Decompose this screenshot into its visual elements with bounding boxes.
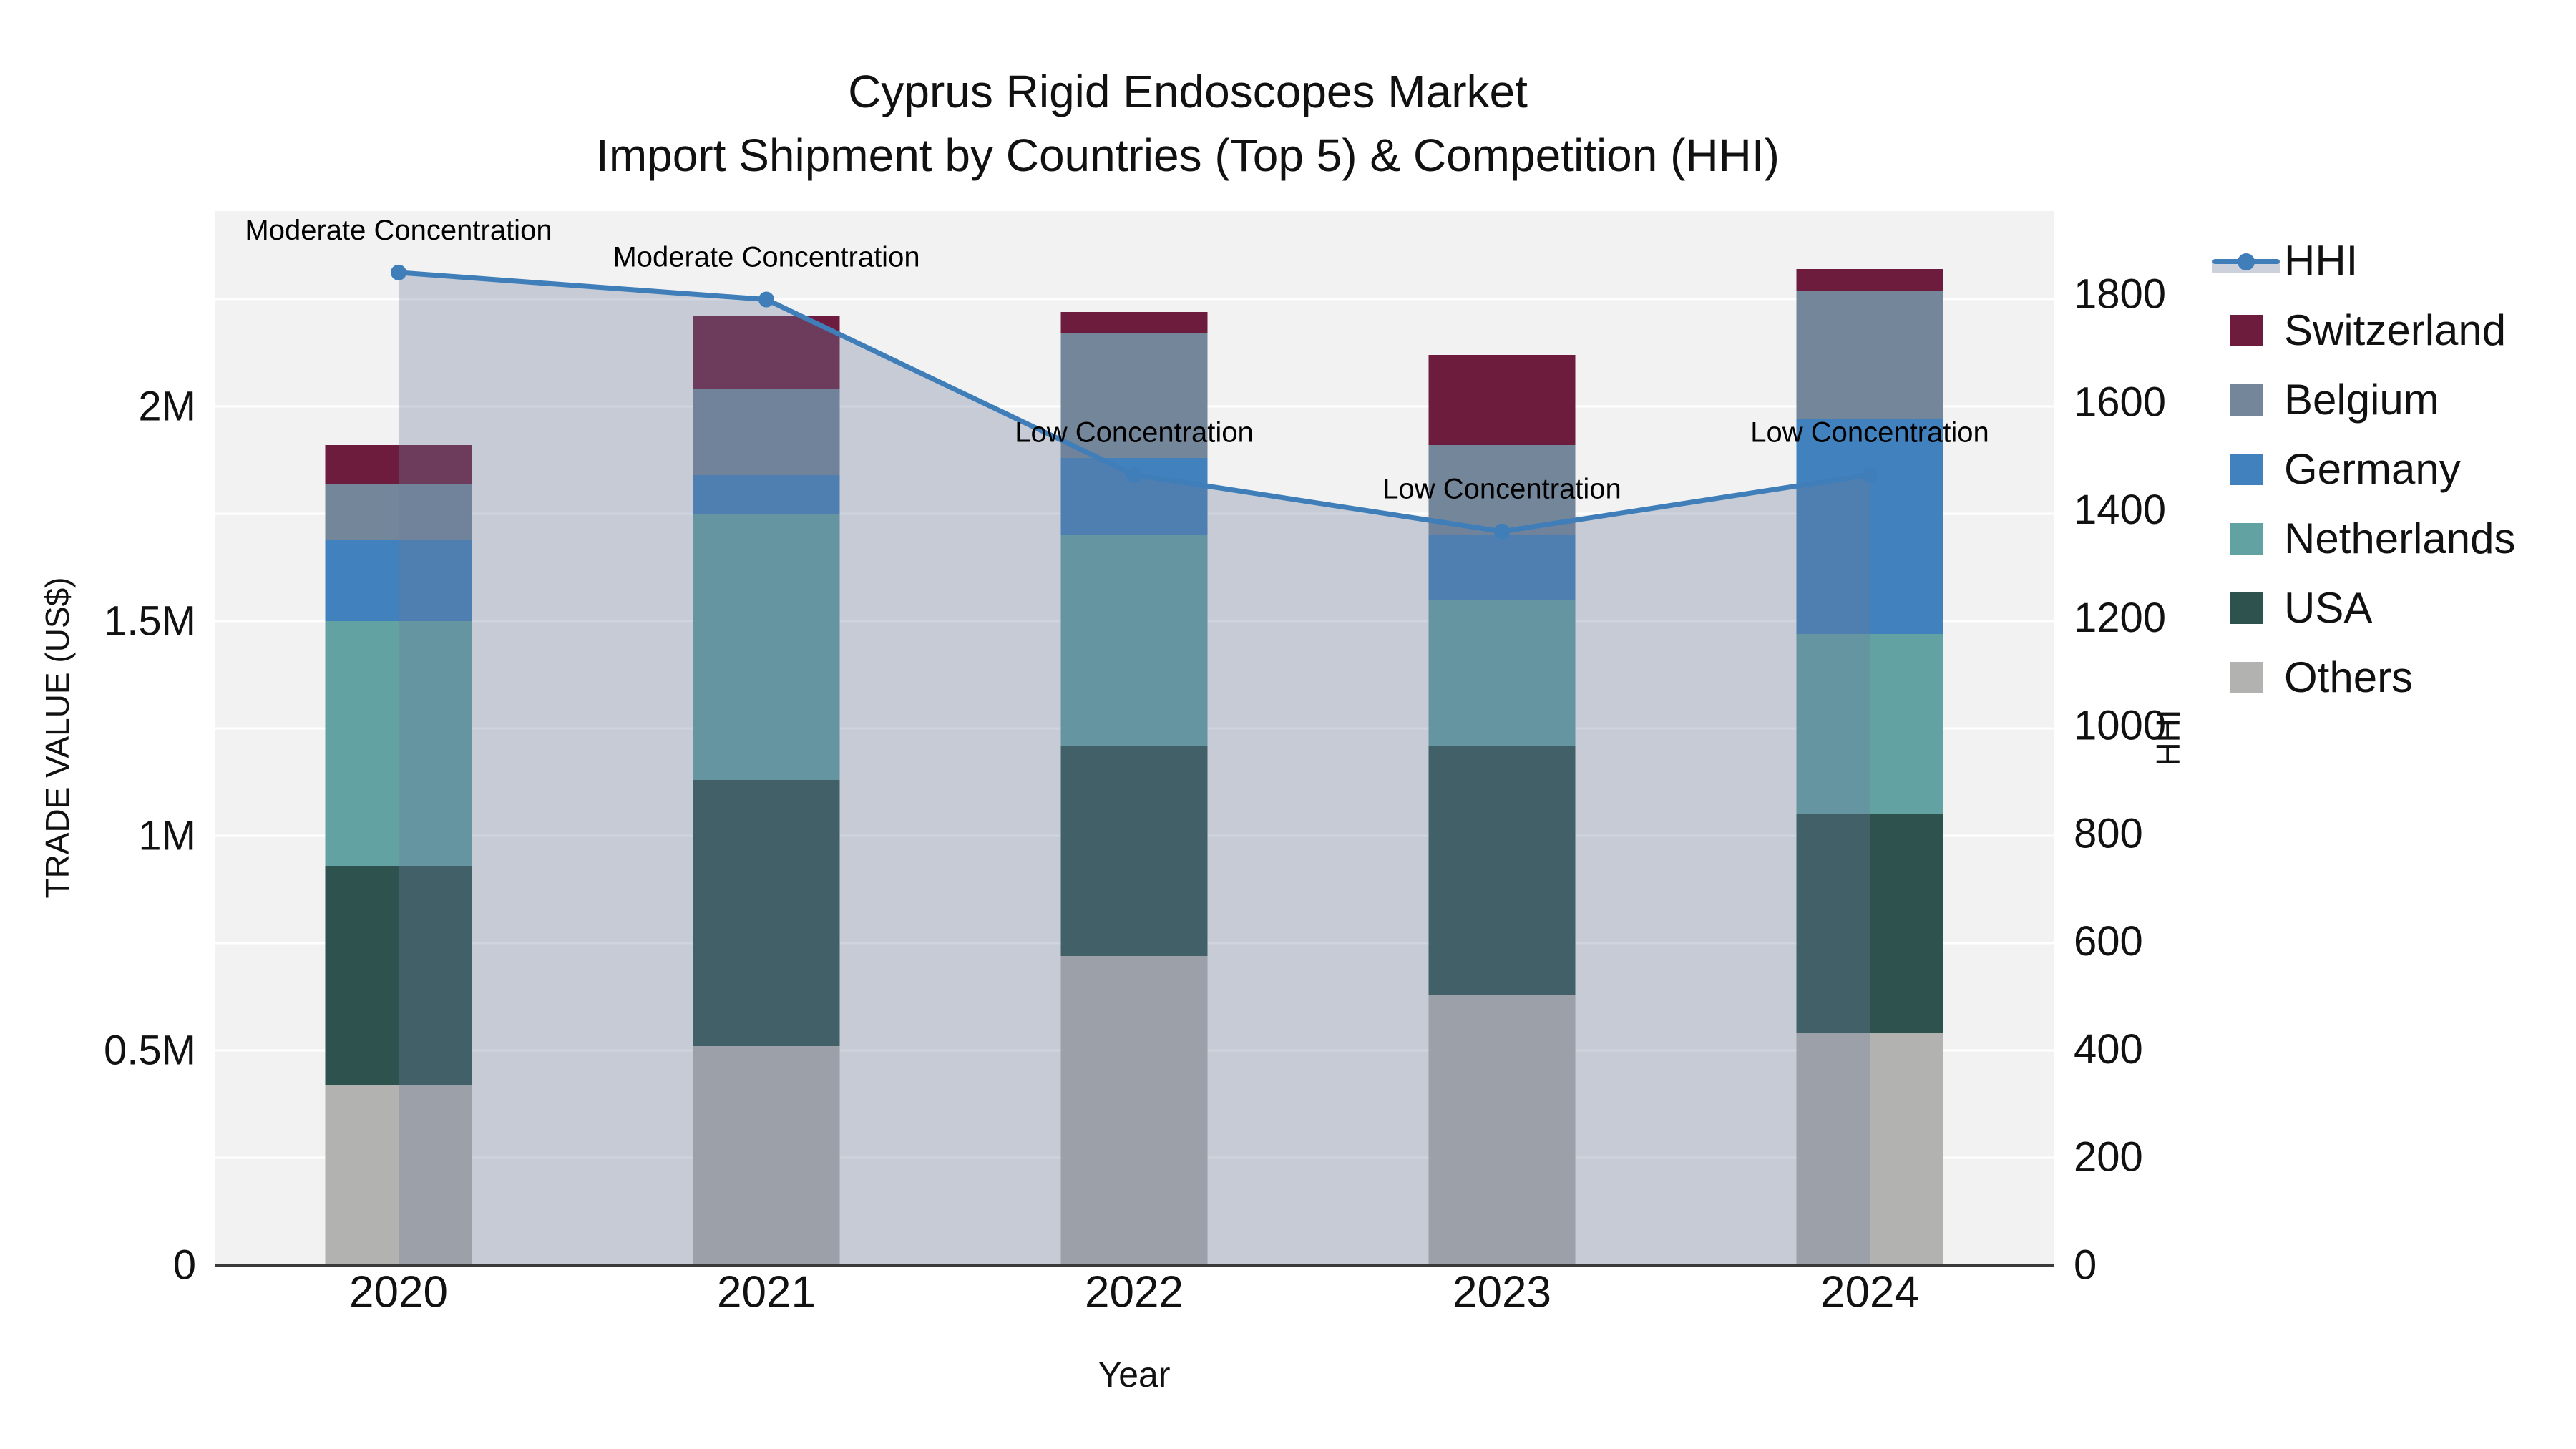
color-chip-netherlands xyxy=(2230,522,2263,555)
bar-segment-usa-2023 xyxy=(1428,746,1576,995)
hhi-marker-2020 xyxy=(391,264,406,280)
color-chip-belgium xyxy=(2230,384,2263,416)
bar-segment-others-2021 xyxy=(693,1046,840,1265)
legend-color-swatch xyxy=(2208,434,2284,504)
x-axis-title: Year xyxy=(1098,1355,1170,1395)
x-tick-label: 2022 xyxy=(1085,1268,1184,1317)
hhi-line-sample xyxy=(2212,245,2280,278)
color-chip-usa xyxy=(2230,592,2263,624)
x-tick-label: 2023 xyxy=(1453,1268,1551,1317)
legend-item-switzerland[interactable]: Switzerland xyxy=(2208,296,2516,365)
bar-segment-netherlands-2021 xyxy=(693,514,840,780)
legend-label: Germany xyxy=(2284,445,2461,493)
legend-label: HHI xyxy=(2284,237,2358,285)
bar-segment-germany-2023 xyxy=(1428,535,1576,600)
y-right-axis-title: HHI xyxy=(2150,709,2187,766)
bar-segment-netherlands-2023 xyxy=(1428,600,1576,746)
y-left-axis-title: TRADE VALUE (US$) xyxy=(39,577,76,898)
annotation-2023: Low Concentration xyxy=(1382,474,1621,505)
y-left-tick-label: 2M xyxy=(138,384,196,430)
bar-segment-usa-2022 xyxy=(1060,746,1208,956)
legend-label: Belgium xyxy=(2284,376,2439,424)
legend-color-swatch xyxy=(2208,296,2284,365)
legend-item-germany[interactable]: Germany xyxy=(2208,434,2516,504)
annotation-2022: Low Concentration xyxy=(1015,417,1254,449)
bar-segment-germany-2020 xyxy=(325,540,472,621)
color-chip-switzerland xyxy=(2230,314,2263,346)
color-chip-germany xyxy=(2230,453,2263,485)
y-right-tick-label: 200 xyxy=(2074,1134,2143,1181)
y-left-tick-label: 0 xyxy=(173,1242,196,1289)
y-right-tick-label: 600 xyxy=(2074,918,2143,965)
legend-label: Others xyxy=(2284,653,2414,701)
legend-item-netherlands[interactable]: Netherlands xyxy=(2208,504,2516,573)
bar-segment-usa-2021 xyxy=(693,780,840,1046)
legend-color-swatch xyxy=(2208,643,2284,712)
annotation-2024: Low Concentration xyxy=(1750,417,1989,449)
hhi-marker-icon xyxy=(2238,253,2255,270)
bar-segment-germany-2021 xyxy=(693,475,840,514)
bar-segment-netherlands-2020 xyxy=(325,621,472,866)
y-right-tick-label: 1800 xyxy=(2074,271,2166,318)
chart-title: Cyprus Rigid Endoscopes Market Import Sh… xyxy=(544,60,1832,187)
bar-segment-belgium-2021 xyxy=(693,389,840,475)
hhi-marker-2021 xyxy=(758,291,774,308)
y-left-tick-label: 1.5M xyxy=(104,598,196,645)
annotation-2020: Moderate Concentration xyxy=(245,215,552,246)
chart-title-line-1: Cyprus Rigid Endoscopes Market xyxy=(848,66,1528,117)
legend-label: Netherlands xyxy=(2284,514,2516,562)
bar-segment-others-2020 xyxy=(325,1085,472,1265)
legend-label: USA xyxy=(2284,584,2373,632)
legend-label: Switzerland xyxy=(2284,306,2507,354)
y-right-tick-label: 1000 xyxy=(2074,703,2166,749)
bar-segment-switzerland-2024 xyxy=(1796,269,1943,291)
y-right-tick-label: 1400 xyxy=(2074,487,2166,533)
bar-segment-switzerland-2022 xyxy=(1060,312,1208,333)
bar-segment-switzerland-2023 xyxy=(1428,355,1576,445)
bar-segment-others-2022 xyxy=(1060,956,1208,1265)
hhi-line-swatch xyxy=(2208,226,2284,296)
y-left-tick-label: 1M xyxy=(138,813,196,859)
bar-segment-switzerland-2021 xyxy=(693,316,840,389)
bar-segment-belgium-2020 xyxy=(325,484,472,540)
bar-segment-netherlands-2024 xyxy=(1796,634,1943,814)
bar-segment-usa-2020 xyxy=(325,866,472,1085)
legend: HHI Switzerland Belgium Germany Netherlands U… xyxy=(2208,226,2516,712)
y-right-tick-label: 800 xyxy=(2074,810,2143,857)
y-right-tick-label: 1600 xyxy=(2074,379,2166,425)
bar-segment-belgium-2022 xyxy=(1060,333,1208,458)
bar-segment-belgium-2023 xyxy=(1428,445,1576,535)
legend-item-usa[interactable]: USA xyxy=(2208,573,2516,643)
hhi-marker-2022 xyxy=(1126,467,1142,483)
bar-segment-netherlands-2022 xyxy=(1060,535,1208,746)
x-tick-label: 2020 xyxy=(349,1268,448,1317)
chart-title-line-2: Import Shipment by Countries (Top 5) & C… xyxy=(596,130,1780,181)
x-tick-label: 2024 xyxy=(1820,1268,1919,1317)
bar-segment-switzerland-2020 xyxy=(325,445,472,484)
annotation-2021: Moderate Concentration xyxy=(613,242,919,273)
legend-item-others[interactable]: Others xyxy=(2208,643,2516,712)
legend-item-belgium[interactable]: Belgium xyxy=(2208,365,2516,434)
bar-segment-usa-2024 xyxy=(1796,814,1943,1033)
bar-segment-belgium-2024 xyxy=(1796,291,1943,419)
bar-segment-others-2023 xyxy=(1428,995,1576,1265)
legend-color-swatch xyxy=(2208,365,2284,434)
hhi-marker-2023 xyxy=(1494,523,1510,540)
y-left-tick-label: 0.5M xyxy=(104,1028,196,1074)
bar-segment-others-2024 xyxy=(1796,1033,1943,1265)
hhi-area-fill xyxy=(399,272,1870,1265)
bar-segment-germany-2024 xyxy=(1796,419,1943,634)
legend-color-swatch xyxy=(2208,573,2284,643)
y-right-tick-label: 400 xyxy=(2074,1026,2143,1073)
y-right-tick-label: 0 xyxy=(2074,1242,2097,1289)
color-chip-others xyxy=(2230,661,2263,693)
legend-item-hhi[interactable]: HHI xyxy=(2208,226,2516,296)
legend-color-swatch xyxy=(2208,504,2284,573)
x-tick-label: 2021 xyxy=(717,1268,816,1317)
y-right-tick-label: 1200 xyxy=(2074,595,2166,641)
hhi-marker-2024 xyxy=(1862,467,1878,483)
